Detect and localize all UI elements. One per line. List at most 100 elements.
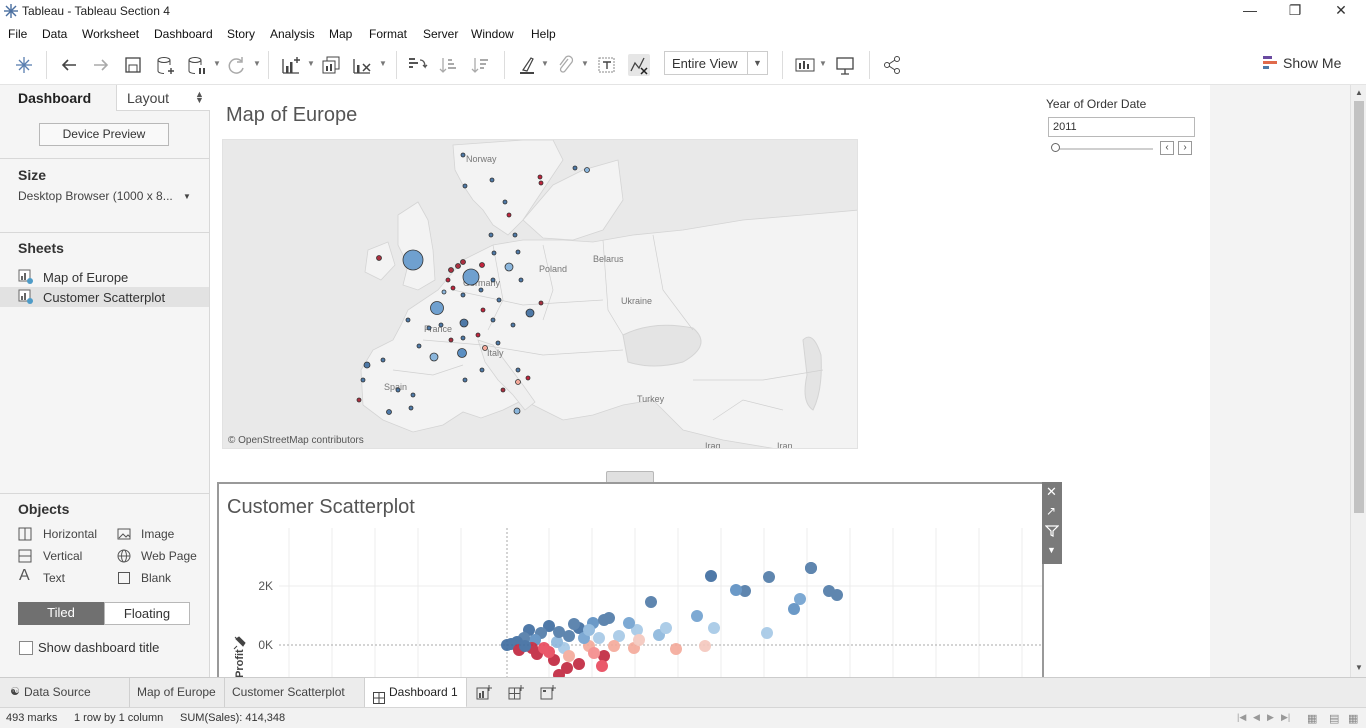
scatter-point[interactable] — [794, 593, 806, 605]
map-view[interactable]: Norway Belarus Poland Germany Ukraine Fr… — [222, 139, 858, 449]
highlight-dropdown-icon[interactable]: ▼ — [541, 59, 549, 68]
share-icon[interactable] — [881, 54, 903, 76]
city-mark[interactable] — [360, 377, 366, 383]
scatter-point[interactable] — [553, 669, 565, 677]
swap-rows-columns-icon[interactable] — [406, 54, 428, 76]
new-worksheet-dropdown-icon[interactable]: ▼ — [307, 59, 315, 68]
city-mark[interactable] — [448, 267, 454, 273]
city-mark[interactable] — [538, 180, 544, 186]
previous-tab-icon[interactable]: ◀ — [1253, 712, 1260, 722]
sheet-item-customer-scatterplot[interactable]: Customer Scatterplot — [0, 287, 209, 307]
city-mark[interactable] — [490, 277, 496, 283]
presentation-cards-icon[interactable] — [794, 54, 816, 76]
city-mark[interactable] — [448, 337, 454, 343]
scatter-point[interactable] — [596, 660, 608, 672]
clear-sheet-icon[interactable] — [351, 54, 373, 76]
city-mark[interactable] — [512, 232, 518, 238]
scatter-point[interactable] — [623, 617, 635, 629]
show-tabs-icon[interactable]: ▤ — [1329, 713, 1340, 725]
city-mark[interactable] — [525, 308, 535, 318]
show-title-checkbox[interactable] — [19, 641, 33, 655]
city-mark[interactable] — [479, 367, 485, 373]
object-vertical[interactable]: Vertical — [43, 549, 83, 563]
use-as-filter-icon[interactable] — [1044, 524, 1060, 538]
scatter-point[interactable] — [573, 658, 585, 670]
scatter-point[interactable] — [788, 603, 800, 615]
floating-toggle[interactable]: Floating — [104, 602, 190, 625]
object-text[interactable]: Text — [43, 571, 66, 585]
city-mark[interactable] — [491, 250, 497, 256]
city-mark[interactable] — [584, 167, 590, 173]
scatter-point[interactable] — [608, 640, 620, 652]
scatter-point[interactable] — [705, 570, 717, 582]
city-mark[interactable] — [515, 367, 521, 373]
city-mark[interactable] — [515, 379, 521, 385]
highlight-icon[interactable] — [516, 54, 538, 76]
scatter-point[interactable] — [583, 624, 595, 636]
menu-format[interactable]: Format — [369, 27, 408, 41]
city-mark[interactable] — [500, 387, 506, 393]
group-members-icon[interactable] — [554, 54, 576, 76]
cards-dropdown-icon[interactable]: ▼ — [819, 59, 827, 68]
city-mark[interactable] — [462, 268, 480, 286]
city-mark[interactable] — [450, 285, 456, 291]
city-mark[interactable] — [376, 255, 382, 261]
city-mark[interactable] — [475, 332, 481, 338]
scatter-point[interactable] — [670, 643, 682, 655]
menu-data[interactable]: Data — [42, 27, 68, 41]
presentation-mode-icon[interactable] — [834, 54, 856, 76]
duplicate-sheet-icon[interactable] — [320, 54, 342, 76]
scatter-point[interactable] — [593, 632, 605, 644]
redo-icon[interactable] — [90, 54, 112, 76]
menu-map[interactable]: Map — [329, 27, 353, 41]
show-me-icon[interactable] — [1262, 55, 1278, 71]
scatter-point[interactable] — [691, 610, 703, 622]
refresh-icon[interactable] — [225, 54, 247, 76]
object-blank[interactable]: Blank — [141, 571, 172, 585]
city-mark[interactable] — [513, 407, 521, 415]
scatter-point[interactable] — [501, 639, 513, 651]
tab-dashboard[interactable]: Dashboard — [0, 85, 116, 111]
city-mark[interactable] — [525, 375, 531, 381]
city-mark[interactable] — [460, 259, 466, 265]
menu-window[interactable]: Window — [471, 27, 514, 41]
city-mark[interactable] — [488, 232, 494, 238]
city-mark[interactable] — [356, 397, 362, 403]
sort-descending-icon[interactable] — [470, 54, 492, 76]
city-mark[interactable] — [438, 322, 444, 328]
scatter-point[interactable] — [805, 562, 817, 574]
city-mark[interactable] — [460, 335, 466, 341]
city-mark[interactable] — [460, 152, 466, 158]
city-mark[interactable] — [496, 297, 502, 303]
new-worksheet-icon[interactable] — [280, 54, 302, 76]
city-mark[interactable] — [408, 405, 414, 411]
scatter-point[interactable] — [739, 585, 751, 597]
show-filmstrip-icon[interactable]: ▦ — [1307, 713, 1318, 725]
scatter-point[interactable] — [568, 618, 580, 630]
sheet-item-map-of-europe[interactable]: Map of Europe — [0, 267, 209, 287]
city-mark[interactable] — [459, 318, 469, 328]
minimize-button[interactable]: — — [1243, 2, 1257, 18]
new-dashboard-tab-icon[interactable] — [508, 685, 524, 701]
show-mark-labels-icon[interactable] — [596, 54, 618, 76]
fix-axes-icon[interactable] — [628, 54, 650, 76]
next-tab-icon[interactable]: ▶ — [1267, 712, 1274, 722]
city-mark[interactable] — [386, 409, 392, 415]
year-filter-input[interactable]: 2011 — [1048, 117, 1195, 137]
remove-zone-icon[interactable]: ✕ — [1046, 484, 1057, 499]
city-mark[interactable] — [482, 345, 488, 351]
save-icon[interactable] — [122, 54, 144, 76]
city-mark[interactable] — [457, 348, 467, 358]
menu-help[interactable]: Help — [531, 27, 556, 41]
city-mark[interactable] — [489, 177, 495, 183]
scatter-point[interactable] — [761, 627, 773, 639]
year-slider-handle[interactable] — [1051, 143, 1060, 152]
group-dropdown-icon[interactable]: ▼ — [581, 59, 589, 68]
city-mark[interactable] — [416, 343, 422, 349]
city-mark[interactable] — [405, 317, 411, 323]
city-mark[interactable] — [395, 387, 401, 393]
go-to-sheet-icon[interactable]: ↗ — [1046, 504, 1057, 518]
city-mark[interactable] — [478, 287, 484, 293]
city-mark[interactable] — [455, 263, 461, 269]
tiled-toggle[interactable]: Tiled — [18, 602, 104, 625]
